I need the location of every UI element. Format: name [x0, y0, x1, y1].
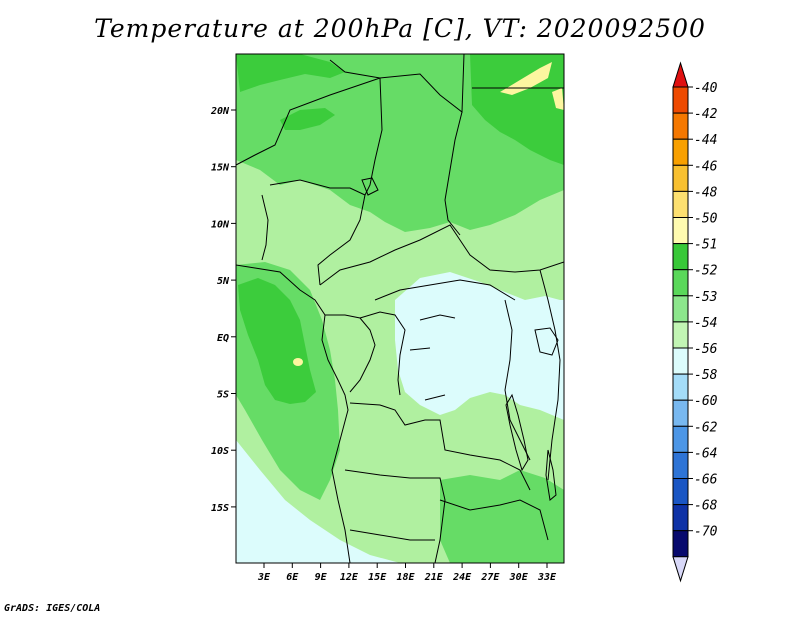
colorbar-swatch: [672, 112, 689, 140]
field-yellow-ne-2: [552, 88, 564, 110]
colorbar-label: -56: [694, 342, 718, 357]
lon-label: 30E: [509, 572, 529, 583]
border-east-1: [444, 111, 463, 236]
colorbar-swatch: [672, 138, 689, 166]
border-east-africa: [539, 269, 561, 481]
colorbar-label: -60: [694, 394, 718, 409]
colorbar-label: -51: [694, 238, 717, 253]
colorbar-swatch: [672, 190, 689, 218]
lon-label: 9E: [315, 572, 328, 583]
colorbar: -40 -42 -44 -46 -48 -50 -51 -52 -53 -54 -56 -58 -60 -…: [672, 61, 718, 583]
colorbar-swatch: [672, 86, 689, 114]
colorbar-bottom-arrow: [672, 556, 689, 583]
field-dark-green-nw: [236, 54, 345, 92]
field-pale-cyan-ne: [520, 330, 564, 380]
colorbar-swatch: [672, 478, 689, 506]
lon-label: 27E: [480, 572, 500, 583]
field-pale-cyan-center: [395, 272, 564, 420]
lat-label: 15S: [211, 503, 229, 514]
colorbar-label: -44: [694, 133, 717, 148]
colorbar-swatch: [672, 347, 689, 375]
colorbar-swatch: [672, 243, 689, 271]
colorbar-swatch: [672, 269, 689, 297]
colorbar-label: -40: [694, 81, 718, 96]
colorbar-swatch: [672, 373, 689, 401]
map-title: Temperature at 200hPa [C], VT: 202009250…: [94, 14, 706, 43]
lat-label: 5S: [217, 390, 229, 401]
borders: [236, 54, 564, 563]
border-lakes: [504, 299, 531, 461]
colorbar-label: -46: [694, 159, 718, 174]
lake-malawi: [545, 449, 557, 501]
border-drc-north: [374, 279, 516, 301]
colorbar-swatch: [672, 425, 689, 453]
field-dark-green-west: [238, 278, 316, 404]
lat-label: 15N: [211, 163, 230, 174]
colorbar-label: -66: [694, 473, 718, 488]
lake-chad: [361, 177, 379, 196]
field-yellow-ne: [500, 62, 552, 95]
colorbar-swatch: [672, 504, 689, 532]
grads-credit: GrADS: IGES/COLA: [4, 603, 101, 614]
border-gabon: [325, 314, 376, 393]
colorbar-swatch: [672, 295, 689, 323]
colorbar-swatch: [672, 530, 689, 558]
colorbar-swatch: [672, 399, 689, 427]
border-nigeria: [269, 179, 366, 196]
border-drc-south: [349, 402, 531, 491]
border-angola: [344, 469, 446, 563]
colorbar-label: -50: [694, 212, 718, 227]
lon-label: 21E: [424, 572, 444, 583]
lon-label: 18E: [396, 572, 415, 583]
lake-tanganyika: [505, 393, 529, 472]
colorbar-label: -62: [694, 420, 718, 435]
latitude-axis: 20N 15N 10N 5N EQ 5S 10S 15S: [210, 106, 236, 514]
field-pale-cyan-sw: [236, 440, 400, 563]
border-sahel: [236, 77, 381, 166]
lon-label: 12E: [340, 572, 359, 583]
field-yellow-spot: [293, 358, 303, 366]
lon-label: 15E: [368, 572, 387, 583]
colorbar-swatch: [672, 217, 689, 245]
river-congo: [409, 314, 456, 401]
temperature-field: [236, 54, 564, 563]
border-zambia: [439, 499, 549, 541]
colorbar-label: -53: [694, 290, 717, 305]
colorbar-swatch: [672, 321, 689, 349]
colorbar-swatch: [672, 164, 689, 192]
border-north-2: [364, 77, 383, 196]
field-dark-green-n: [280, 108, 335, 130]
colorbar-swatch: [672, 451, 689, 479]
lat-label: EQ: [217, 333, 229, 344]
border-benin: [261, 194, 269, 261]
lat-label: 10N: [211, 219, 230, 230]
colorbar-label: -48: [694, 185, 718, 200]
border-car: [319, 224, 564, 286]
lon-label: 33E: [537, 572, 557, 583]
map-frame: [235, 53, 565, 564]
colorbar-label: -58: [694, 368, 718, 383]
colorbar-label: -68: [694, 499, 718, 514]
border-namibia: [349, 529, 435, 541]
lat-label: 10S: [211, 446, 229, 457]
lat-label: 20N: [210, 106, 230, 117]
colorbar-label: -54: [694, 316, 717, 331]
field-mid-green-se: [440, 470, 564, 563]
lon-label: 3E: [257, 572, 271, 583]
longitude-axis: 3E 6E 9E 12E 15E 18E 21E 24E 27E 30E 33E: [257, 563, 557, 583]
colorbar-label: -42: [694, 107, 718, 122]
lon-label: 24E: [452, 572, 472, 583]
colorbar-label: -70: [694, 525, 718, 540]
border-chad: [317, 194, 366, 286]
lake-victoria: [534, 327, 559, 356]
colorbar-label: -64: [694, 446, 717, 461]
colorbar-label: -52: [694, 264, 718, 279]
border-congo: [359, 311, 406, 396]
border-coast-west: [236, 264, 351, 563]
lat-label: 5N: [217, 276, 230, 287]
colorbar-top-arrow: [672, 61, 689, 88]
lon-label: 6E: [286, 572, 299, 583]
